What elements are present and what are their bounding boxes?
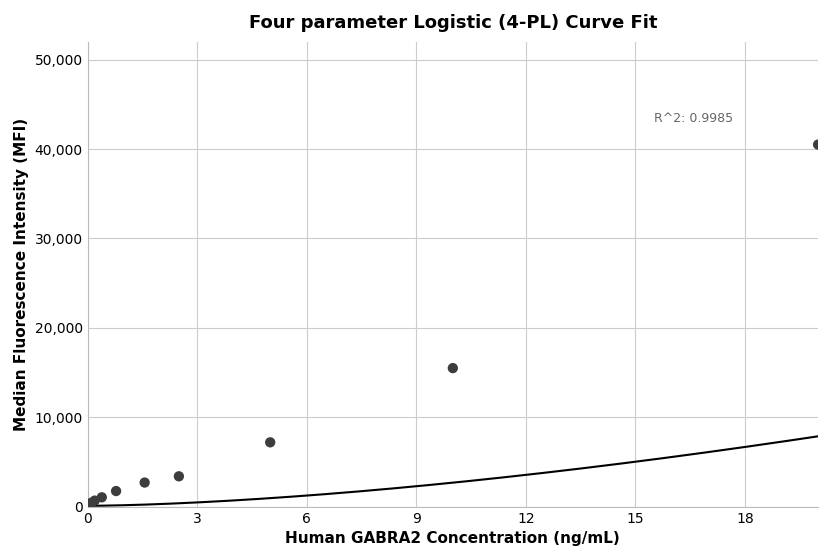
Point [110,487,123,496]
Text: R^2: 0.9985: R^2: 0.9985 [654,112,733,125]
Point [811,140,825,149]
Point [88,496,102,505]
Point [138,478,151,487]
Point [85,498,98,507]
X-axis label: Human GABRA2 Concentration (ng/mL): Human GABRA2 Concentration (ng/mL) [285,531,620,546]
Point [446,363,459,372]
Point [172,472,186,481]
Title: Four parameter Logistic (4-PL) Curve Fit: Four parameter Logistic (4-PL) Curve Fit [249,14,657,32]
Y-axis label: Median Fluorescence Intensity (MFI): Median Fluorescence Intensity (MFI) [14,118,29,431]
Point [95,493,108,502]
Point [264,438,277,447]
